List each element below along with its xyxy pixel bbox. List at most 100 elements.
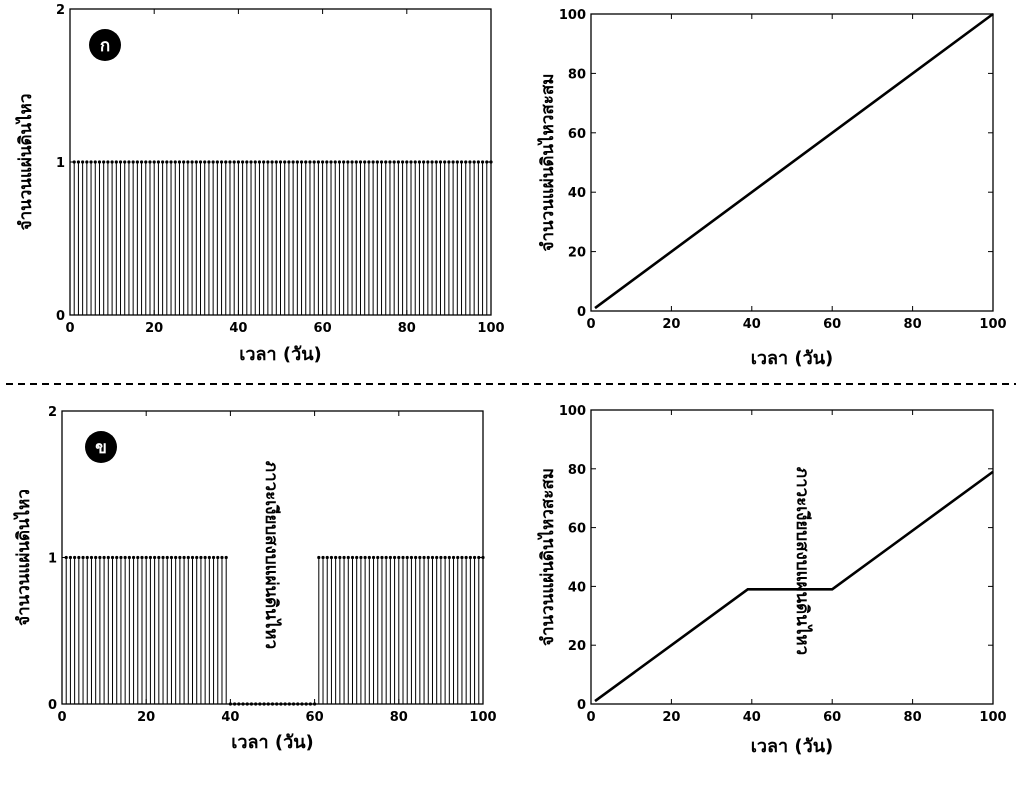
- stem-marker: [85, 160, 89, 164]
- panel-b-cumulative: 0 20 40 60 80 100 0 20 40 60 80 100 เวลา (วัน) จำนวนแ…: [537, 404, 1007, 757]
- stem-marker: [304, 160, 308, 164]
- x-tick-label: 20: [145, 321, 163, 336]
- panel-badge: [85, 431, 117, 463]
- stem-marker: [350, 160, 354, 164]
- stem-marker: [413, 160, 417, 164]
- stem-marker: [152, 160, 156, 164]
- stem-marker: [435, 555, 439, 560]
- stem-marker: [346, 555, 350, 560]
- stem-marker: [241, 160, 245, 164]
- stem-marker: [371, 555, 376, 560]
- x-tick-label: 100: [477, 321, 504, 336]
- stem-marker: [325, 555, 329, 560]
- stem-marker: [199, 555, 203, 560]
- stem-marker: [136, 555, 140, 560]
- stem-marker: [236, 160, 240, 164]
- stem-marker: [165, 160, 169, 164]
- stem-marker: [253, 160, 257, 164]
- stem-marker: [405, 160, 409, 164]
- stem-marker: [102, 160, 106, 164]
- stem-marker: [153, 555, 157, 560]
- stem-marker: [367, 555, 371, 560]
- stem-marker: [472, 555, 477, 560]
- x-tick-label: 20: [662, 317, 680, 332]
- stem-marker: [430, 160, 434, 164]
- stem-marker: [321, 555, 325, 560]
- stem-marker: [144, 160, 148, 164]
- stem-marker: [376, 555, 380, 560]
- stem-marker: [334, 555, 338, 560]
- x-tick-label: 0: [57, 710, 66, 725]
- stem-marker: [392, 160, 396, 164]
- panel-a-cumulative: 0 20 40 60 80 100 0 20 40 60 80 100 เวลา (วัน) จำนวนแ…: [537, 8, 1007, 369]
- stem-marker: [169, 555, 174, 560]
- stem-marker: [157, 555, 161, 560]
- plot-frame: [590, 13, 994, 312]
- stem-marker: [384, 160, 388, 164]
- stem-marker: [316, 160, 320, 164]
- y-tick-label: 100: [559, 8, 586, 23]
- stem-marker: [355, 555, 359, 560]
- stem-marker: [114, 160, 118, 164]
- panel-badge-label: ข: [95, 438, 107, 458]
- x-tick-label: 80: [904, 317, 922, 332]
- stem-marker: [443, 160, 447, 164]
- y-tick-label: 80: [568, 463, 586, 478]
- x-tick-label: 80: [904, 710, 922, 725]
- stem-marker: [211, 160, 215, 164]
- stem-marker: [127, 160, 131, 164]
- stem-marker: [405, 555, 409, 560]
- stem-marker: [98, 555, 102, 560]
- stem-marker: [388, 555, 392, 560]
- stem-marker: [81, 555, 85, 560]
- stem-marker: [380, 555, 384, 560]
- x-tick-label: 0: [586, 710, 595, 725]
- stem-marker: [216, 555, 220, 560]
- x-tick-label: 60: [306, 710, 324, 725]
- y-tick-label: 0: [577, 305, 586, 320]
- x-tick-label: 80: [390, 710, 408, 725]
- stem-marker: [460, 555, 464, 560]
- stem-marker: [257, 160, 262, 164]
- quiescence-annotation: ภาวะเงียบสงบแผ่นดินไหว: [792, 467, 813, 655]
- x-tick-label: 20: [662, 710, 680, 725]
- stem-marker: [443, 555, 447, 560]
- stem-marker: [325, 160, 329, 164]
- stem-marker: [232, 160, 236, 164]
- stem-marker: [455, 160, 459, 164]
- stem-marker: [451, 160, 455, 164]
- stem-marker: [312, 160, 316, 164]
- stem-marker: [480, 160, 485, 164]
- stem-marker: [329, 555, 334, 560]
- y-tick-label: 20: [568, 639, 586, 654]
- y-tick-label: 40: [568, 186, 586, 201]
- stem-marker: [278, 160, 283, 164]
- stem-marker: [81, 160, 85, 164]
- stem-marker: [464, 160, 468, 164]
- stem-marker: [228, 160, 232, 164]
- stem-marker: [329, 160, 333, 164]
- stem-marker: [169, 160, 173, 164]
- stem-marker: [190, 160, 194, 164]
- stem-marker: [224, 555, 228, 560]
- y-tick-label: 2: [56, 3, 65, 18]
- stem-marker: [195, 555, 199, 560]
- stem-marker: [119, 555, 123, 560]
- y-tick-label: 60: [568, 522, 586, 537]
- stem-marker: [220, 555, 224, 560]
- stem-marker: [148, 555, 153, 560]
- y-tick-label: 0: [577, 698, 586, 713]
- x-tick-label: 20: [137, 710, 155, 725]
- stem-marker: [299, 160, 304, 164]
- stem-marker: [110, 555, 115, 560]
- stem-marker: [342, 555, 346, 560]
- stem-marker: [161, 160, 165, 164]
- stem-marker: [342, 160, 346, 164]
- stem-marker: [422, 160, 426, 164]
- stem-marker: [68, 555, 73, 560]
- stem-marker: [409, 555, 414, 560]
- y-axis-label: จำนวนแผ่นดินไหวสะสม: [537, 468, 558, 646]
- stem-marker: [291, 160, 295, 164]
- stem-marker: [396, 160, 400, 164]
- stem-marker: [414, 555, 418, 560]
